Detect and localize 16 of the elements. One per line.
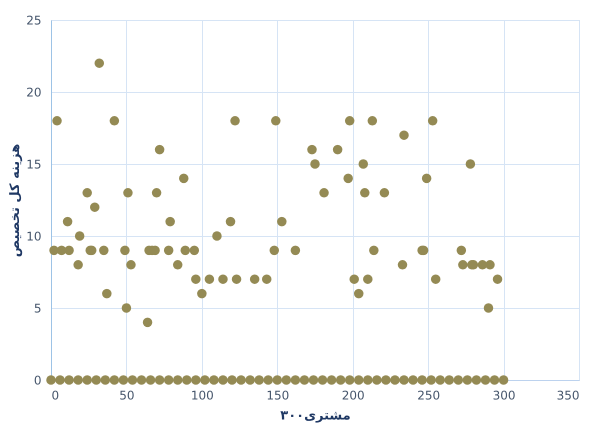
x-tick-label: 350 xyxy=(556,388,580,402)
x-tick-label: 250 xyxy=(417,388,440,402)
y-tick-label: 15 xyxy=(26,158,42,172)
y-tick-label: 0 xyxy=(34,374,42,388)
y-axis-title: هزینه کل تخصیص xyxy=(8,144,24,258)
x-tick-label: 200 xyxy=(342,388,365,402)
x-tick-label: 150 xyxy=(266,388,290,402)
x-tick-label: 300 xyxy=(492,388,516,402)
x-tick-label: 50 xyxy=(119,388,135,402)
y-tick-label: 25 xyxy=(26,14,42,28)
x-axis-title: ۳۰۰مشتری xyxy=(280,408,351,424)
x-tick-label: 100 xyxy=(190,388,214,402)
y-tick-label: 20 xyxy=(26,86,42,100)
x-tick-label: 0 xyxy=(52,388,60,402)
y-tick-label: 10 xyxy=(26,230,42,244)
y-tick-label: 5 xyxy=(34,302,42,316)
